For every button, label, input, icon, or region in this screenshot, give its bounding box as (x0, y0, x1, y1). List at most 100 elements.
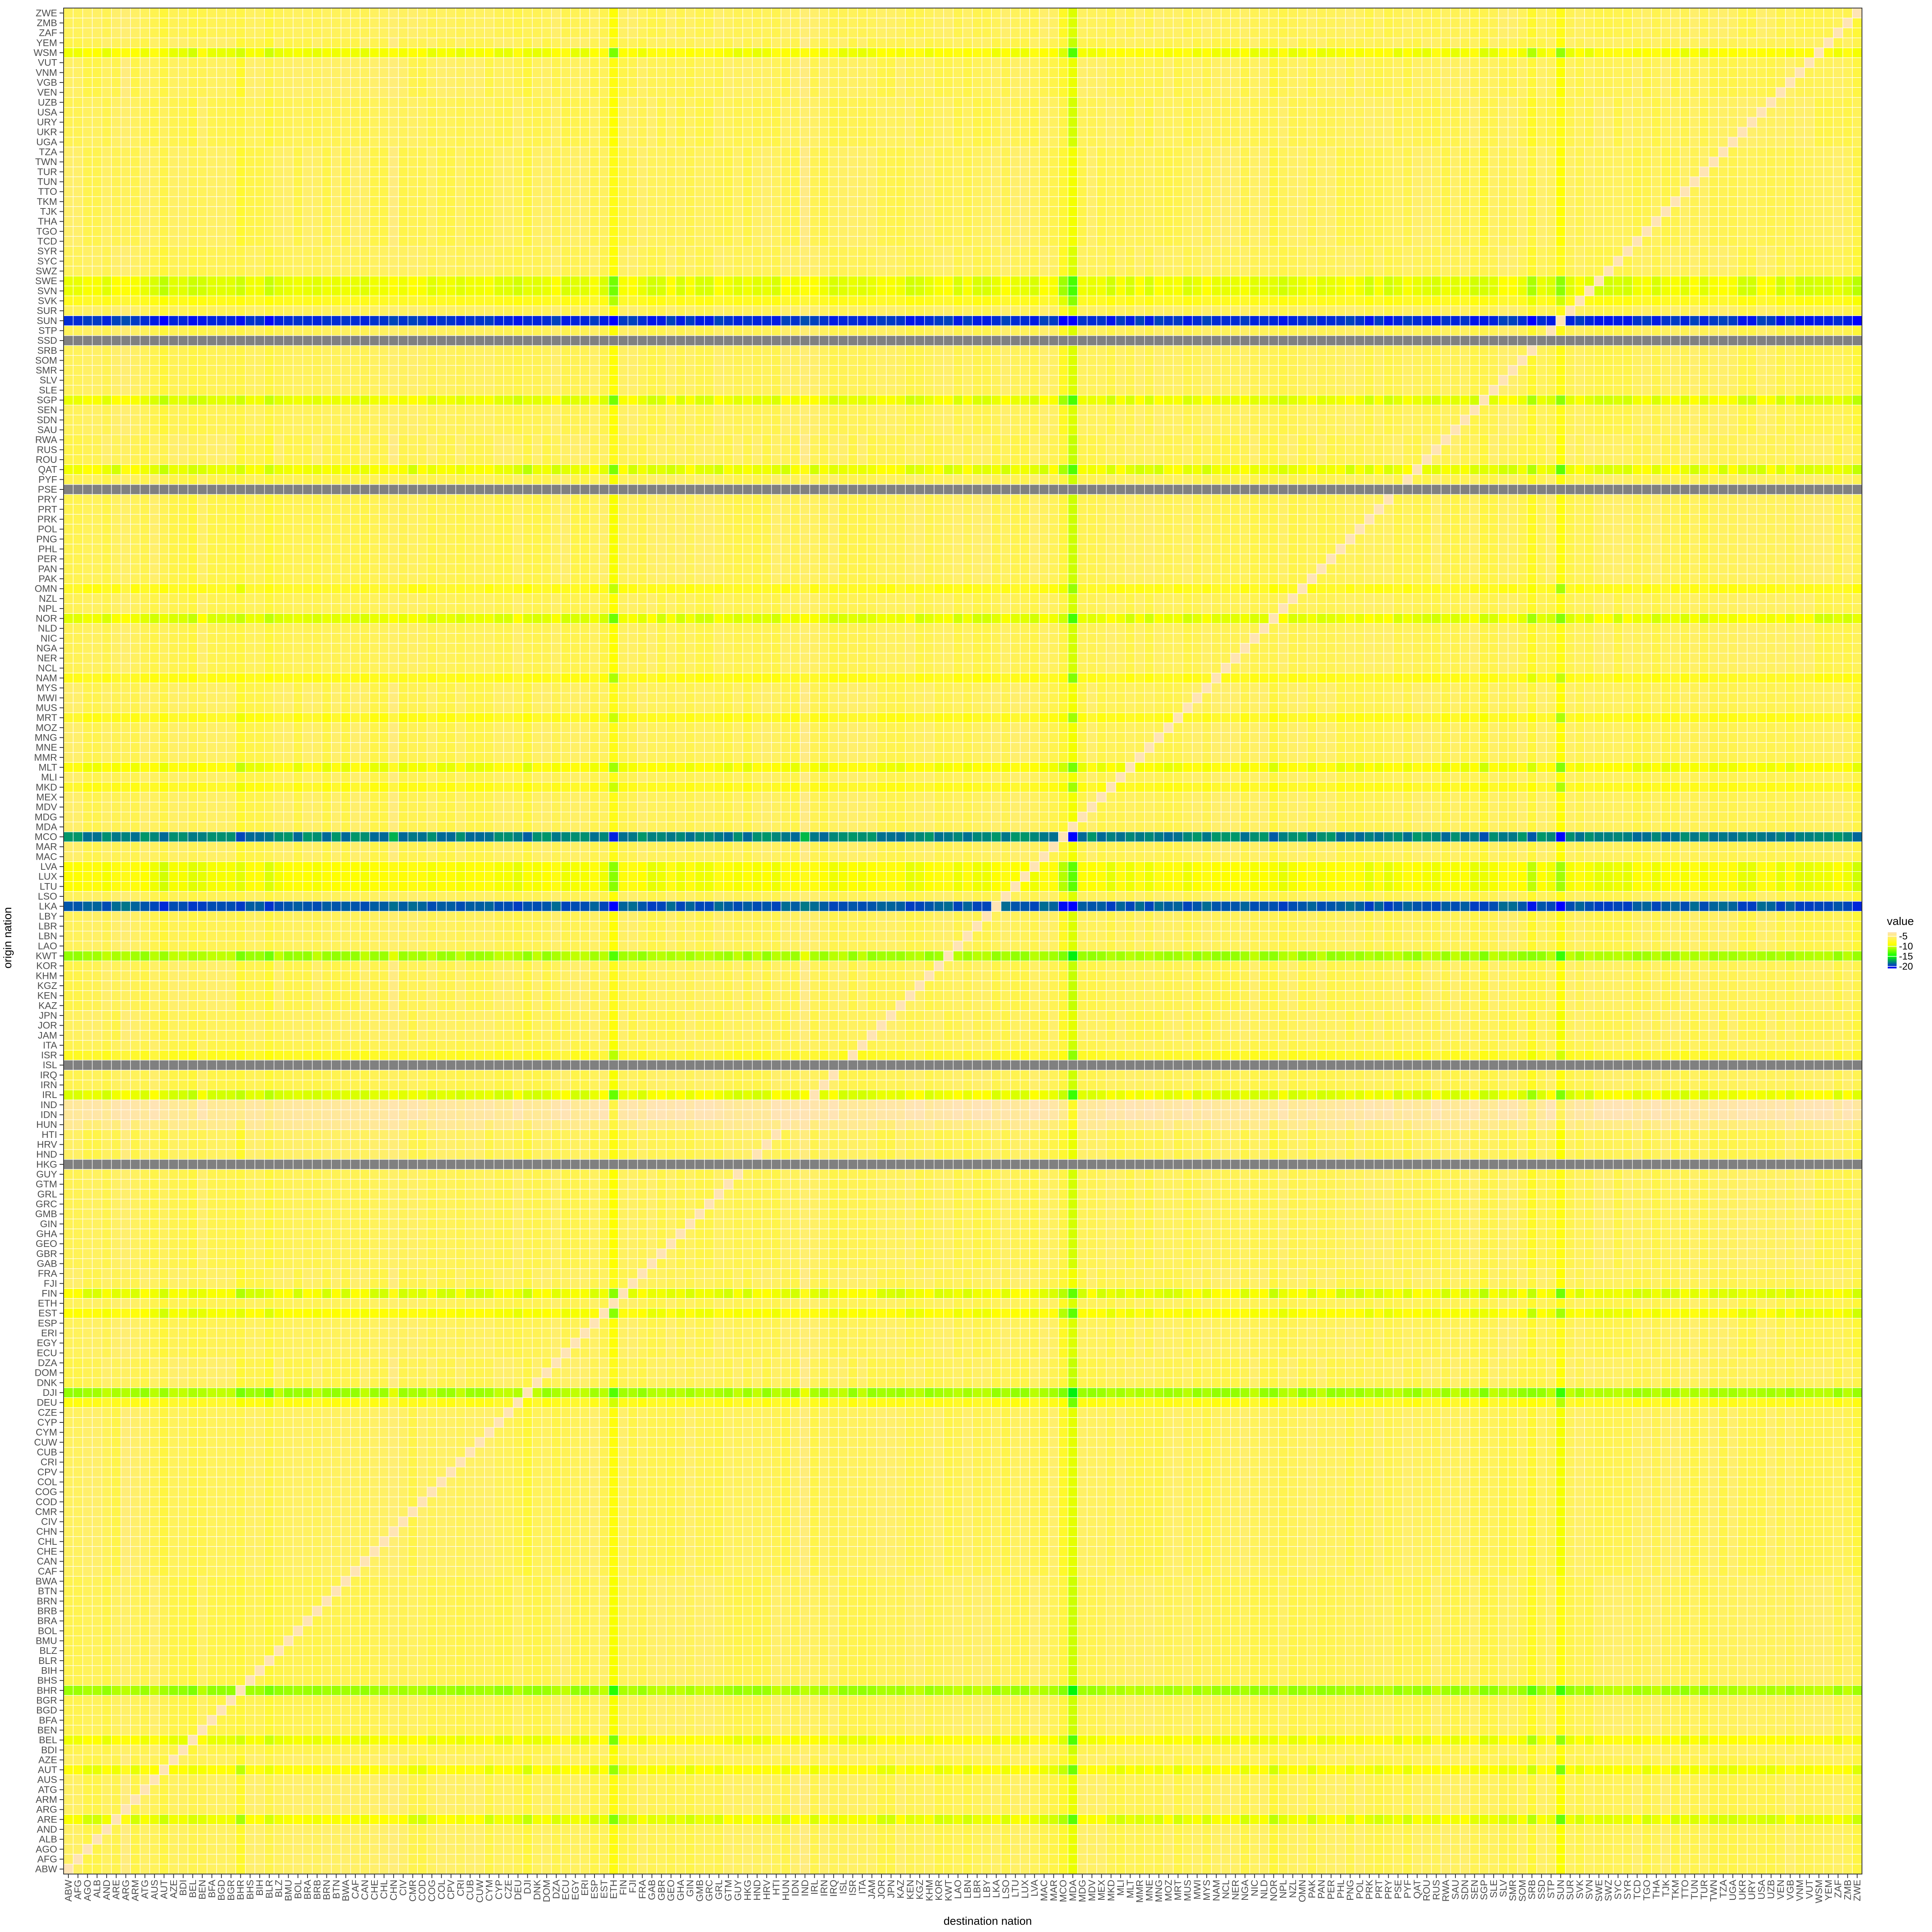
heatmap-cell (963, 1844, 972, 1854)
heatmap-cell (1757, 1854, 1767, 1864)
heatmap-cell (523, 1834, 533, 1844)
heatmap-cell (867, 1725, 877, 1735)
heatmap-cell (312, 1685, 322, 1695)
heatmap-cell (1852, 1765, 1862, 1775)
heatmap-cell (1633, 1765, 1642, 1775)
heatmap-cell (704, 1814, 714, 1825)
heatmap-cell (1068, 1795, 1077, 1805)
heatmap-cell (982, 1745, 992, 1755)
heatmap-cell (293, 1775, 303, 1785)
heatmap-cell (417, 1814, 427, 1825)
heatmap-cell (246, 1735, 255, 1745)
heatmap-cell (1250, 1755, 1259, 1765)
heatmap-cell (1183, 1705, 1193, 1715)
heatmap-cell (838, 1804, 848, 1814)
heatmap-cell (1059, 1834, 1068, 1844)
heatmap-cell (571, 1705, 580, 1715)
heatmap-cell (925, 1705, 934, 1715)
heatmap-cell (1145, 1755, 1154, 1765)
heatmap-cell (1766, 1745, 1776, 1755)
heatmap-cell (858, 1775, 867, 1785)
heatmap-cell (1489, 1864, 1499, 1874)
heatmap-cell (1298, 1804, 1307, 1814)
heatmap-cell (1393, 1765, 1403, 1775)
heatmap-cell (437, 1814, 446, 1825)
heatmap-cell (198, 1695, 207, 1705)
heatmap-cell (1374, 1795, 1384, 1805)
heatmap-cell (360, 1785, 370, 1795)
heatmap-cell (1728, 1804, 1738, 1814)
heatmap-cell (1451, 1745, 1460, 1755)
heatmap-cell (1575, 1775, 1585, 1785)
heatmap-cell (1307, 1765, 1317, 1775)
heatmap-cell (1556, 1685, 1565, 1695)
heatmap-cell (437, 1685, 446, 1695)
heatmap-cell (1393, 1785, 1403, 1795)
heatmap-cell (1135, 1864, 1145, 1874)
heatmap-cell (379, 1735, 389, 1745)
heatmap-cell (1278, 1775, 1288, 1785)
heatmap-cell (111, 1814, 121, 1825)
heatmap-cell (1336, 1755, 1346, 1765)
heatmap-cell (513, 1745, 523, 1755)
heatmap-cell (810, 1825, 819, 1835)
heatmap-cell (1785, 1755, 1795, 1765)
heatmap-cell (1412, 1765, 1422, 1775)
heatmap-cell (752, 1695, 762, 1705)
heatmap-cell (733, 1705, 743, 1715)
heatmap-cell (1499, 1854, 1508, 1864)
heatmap-cell (925, 1685, 934, 1695)
heatmap-cell (1240, 1685, 1250, 1695)
heatmap-cell (408, 1834, 418, 1844)
heatmap-cell (953, 1844, 963, 1854)
heatmap-cell (1212, 1745, 1221, 1755)
heatmap-cell (819, 1725, 829, 1735)
heatmap-cell (915, 1695, 925, 1705)
heatmap-cell (1384, 1854, 1393, 1864)
heatmap-cell (494, 1844, 504, 1854)
heatmap-cell (1097, 1755, 1106, 1765)
heatmap-cell (1460, 1775, 1470, 1785)
heatmap-cell (1364, 1755, 1374, 1765)
heatmap-cell (934, 1814, 944, 1825)
heatmap-cell (542, 1735, 551, 1745)
heatmap-cell (1776, 1834, 1785, 1844)
heatmap-cell (236, 1745, 246, 1755)
heatmap-cell (1728, 1814, 1738, 1825)
heatmap-cell (599, 1854, 609, 1864)
heatmap-cell (456, 1745, 465, 1755)
heatmap-cell (1499, 1804, 1508, 1814)
heatmap-cell (178, 1834, 188, 1844)
heatmap-cell (293, 1725, 303, 1735)
heatmap-cell (1374, 1854, 1384, 1864)
heatmap-cell (1556, 1755, 1565, 1765)
heatmap-cell (504, 1765, 513, 1775)
heatmap-cell (638, 1854, 647, 1864)
heatmap-cell (130, 1814, 140, 1825)
heatmap-cell (638, 1715, 647, 1725)
heatmap-cell (1852, 1676, 1862, 1686)
heatmap-cell (1154, 1725, 1164, 1735)
heatmap-cell (1785, 1804, 1795, 1814)
heatmap-cell (83, 1715, 93, 1725)
heatmap-cell (972, 1804, 982, 1814)
heatmap-cell (1422, 1825, 1432, 1835)
heatmap-cell (1106, 1735, 1116, 1745)
heatmap-cell (140, 1755, 150, 1765)
heatmap-cell (1804, 1745, 1814, 1755)
heatmap-cell (1757, 1755, 1767, 1765)
heatmap-cell (781, 1775, 791, 1785)
heatmap-cell (236, 1775, 246, 1785)
heatmap-cell (446, 1725, 456, 1735)
heatmap-cell (1537, 1795, 1546, 1805)
heatmap-cell (1097, 1795, 1106, 1805)
heatmap-cell (867, 1685, 877, 1695)
heatmap-cell (1173, 1685, 1183, 1695)
heatmap-cell (810, 1854, 819, 1864)
heatmap-cell (73, 1814, 83, 1825)
heatmap-cell (1059, 1775, 1068, 1785)
heatmap-cell (1738, 1705, 1747, 1715)
heatmap-cell (1604, 1735, 1613, 1745)
heatmap-cell (609, 1676, 619, 1686)
heatmap-cell (485, 1844, 494, 1854)
